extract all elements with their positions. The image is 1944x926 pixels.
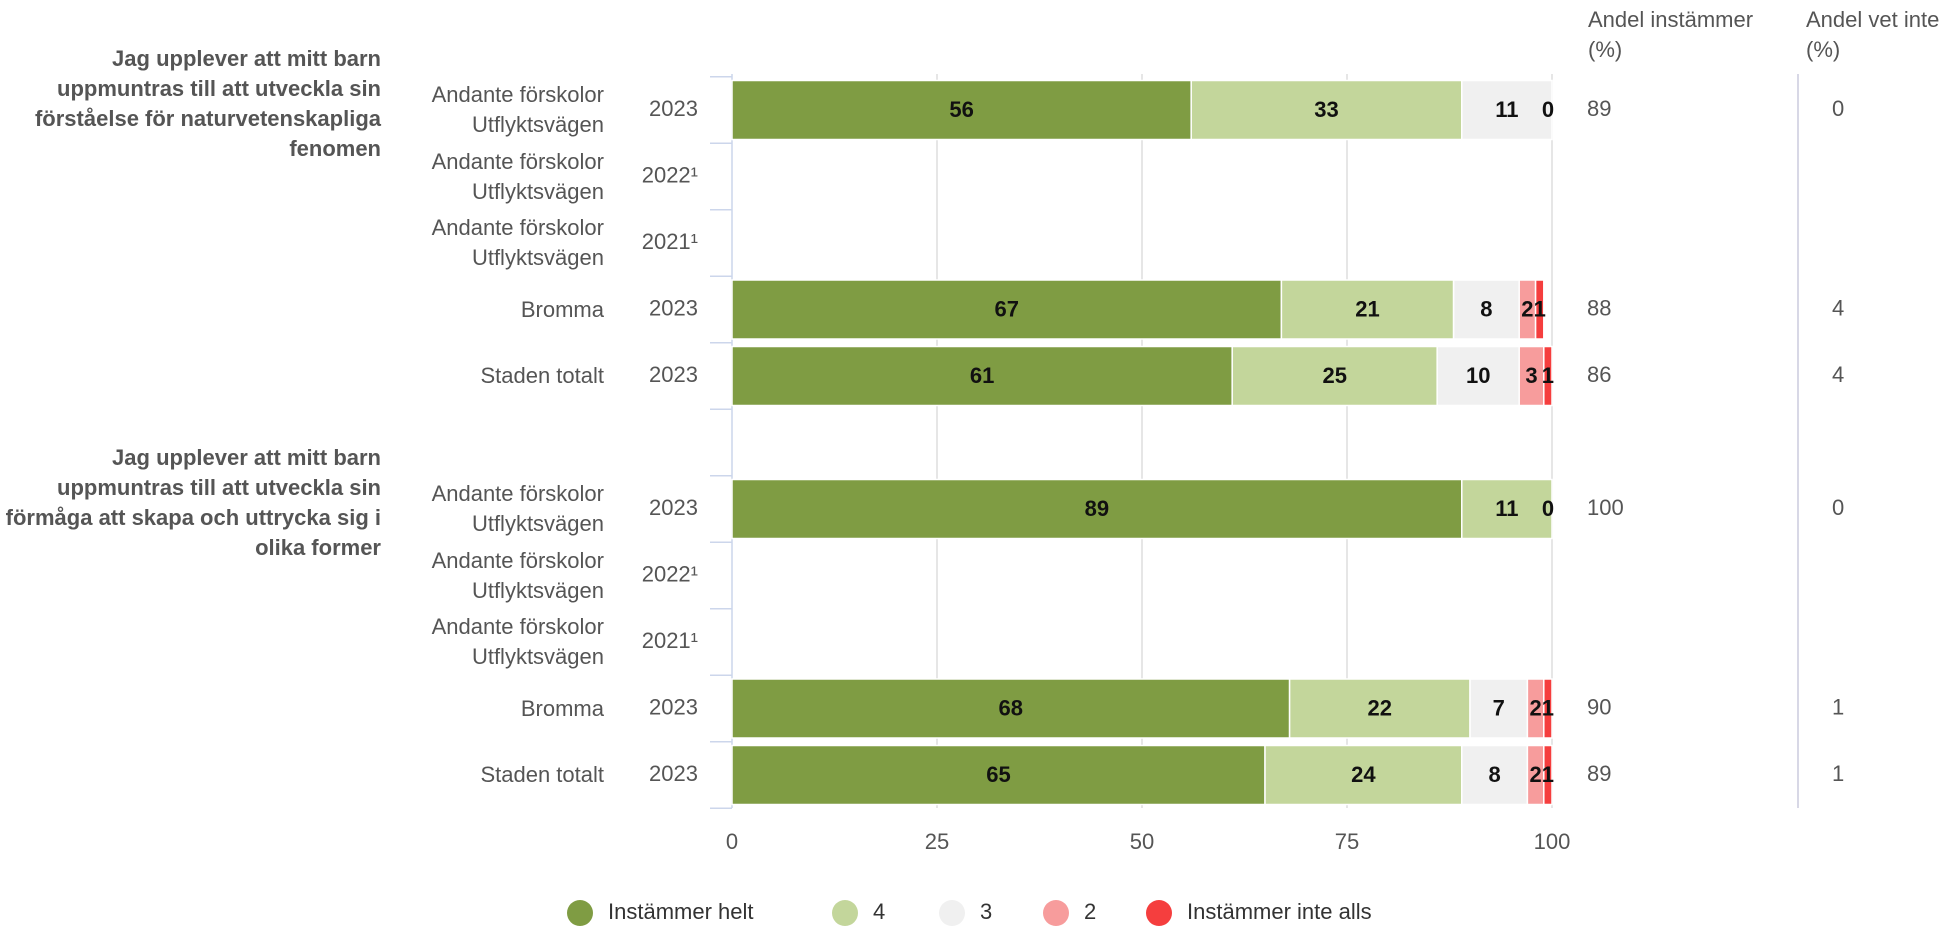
bar-segment <box>1264 744 1463 806</box>
row-name: Staden totalt <box>480 762 604 787</box>
row-year: 2021¹ <box>642 229 698 254</box>
legend-swatch <box>567 900 593 926</box>
bar-segment <box>731 79 1192 141</box>
bar-segment <box>731 279 1283 340</box>
bar-label: 2 <box>1529 695 1541 720</box>
row-name: Andante förskolor Utflyktsvägen <box>431 82 604 137</box>
column-value: 90 <box>1587 694 1611 719</box>
bar-label: 2 <box>1521 296 1533 321</box>
column-value: 100 <box>1587 495 1624 520</box>
row-year: 2023 <box>649 694 698 719</box>
legend-label: Instämmer inte alls <box>1187 899 1372 924</box>
bar-segment <box>1461 744 1529 806</box>
question: Jag upplever att mitt barn uppmuntras ti… <box>34 46 381 161</box>
bar-segment <box>731 478 1463 540</box>
column-header: Andel instämmer (%) <box>1588 7 1754 62</box>
row-year: 2023 <box>649 96 698 121</box>
legend-label: 3 <box>980 899 992 924</box>
bar-label: 65 <box>986 762 1010 787</box>
bar-segment <box>1461 79 1553 141</box>
x-tick-label: 75 <box>1335 829 1359 854</box>
legend-label: 2 <box>1084 899 1096 924</box>
row-year: 2023 <box>649 495 698 520</box>
column-value: 0 <box>1832 495 1844 520</box>
column-value: 86 <box>1587 362 1611 387</box>
row-year: 2022¹ <box>642 561 698 586</box>
bar-segment <box>1543 345 1553 407</box>
bar-label: 24 <box>1351 762 1376 787</box>
row-name: Andante förskolor Utflyktsvägen <box>431 148 604 204</box>
row-name: Staden totalt <box>480 363 604 388</box>
bar-label: 1 <box>1534 296 1546 321</box>
bar-label: 10 <box>1466 363 1490 388</box>
legend-swatch <box>1146 900 1172 926</box>
bar-segment <box>731 678 1291 739</box>
bar-label: 67 <box>994 296 1018 321</box>
column-value: 1 <box>1832 761 1844 786</box>
x-tick-label: 25 <box>925 829 949 854</box>
bar-segment <box>1543 678 1553 739</box>
bar-segment <box>1288 678 1471 739</box>
column-value: 0 <box>1832 96 1844 121</box>
row-name: Andante förskolor Utflyktsvägen <box>431 547 604 603</box>
column-value: 1 <box>1832 694 1844 719</box>
bar-segment <box>1543 744 1553 806</box>
bar-label: 61 <box>970 363 994 388</box>
bar-segment <box>1534 279 1545 340</box>
row-name: Andante förskolor Utflyktsvägen <box>431 481 604 536</box>
row-name: Bromma <box>520 296 604 322</box>
bar-segment <box>1190 79 1463 141</box>
bar-label: 0 <box>1542 97 1554 122</box>
bar-label: 21 <box>1355 296 1379 321</box>
bar-label: 8 <box>1488 762 1500 787</box>
bar-segment <box>1452 279 1520 340</box>
x-tick-label: 100 <box>1534 829 1571 854</box>
column-value: 88 <box>1587 295 1611 320</box>
bar-label: 25 <box>1322 363 1346 388</box>
bar-label: 11 <box>1495 97 1518 122</box>
bar-segment <box>1461 478 1553 540</box>
row-name: Andante förskolor Utflyktsvägen <box>431 614 604 669</box>
legend-label: 4 <box>873 899 885 924</box>
bar-label: 7 <box>1493 695 1505 720</box>
bar-segment <box>1518 345 1545 407</box>
legend-swatch <box>939 900 965 926</box>
column-value: 4 <box>1832 362 1844 387</box>
row-year: 2023 <box>649 295 698 320</box>
column-header: Andel vet inte (%) <box>1806 7 1940 62</box>
bar-label: 11 <box>1495 496 1518 521</box>
column-value: 4 <box>1832 295 1844 320</box>
bar-label: 1 <box>1542 363 1554 388</box>
row-year: 2021¹ <box>642 628 698 653</box>
column-value: 89 <box>1587 761 1611 786</box>
bar-label: 89 <box>1085 496 1109 521</box>
bar-label: 3 <box>1525 363 1537 388</box>
bar-segment <box>1280 279 1455 340</box>
bar-label: 56 <box>949 97 973 122</box>
bar-label: 1 <box>1542 695 1554 720</box>
bar-label: 0 <box>1542 496 1554 521</box>
bar-label: 1 <box>1542 762 1554 787</box>
x-tick-label: 50 <box>1130 829 1154 854</box>
legend-swatch <box>1043 900 1069 926</box>
bar-label: 33 <box>1314 97 1338 122</box>
row-year: 2023 <box>649 761 698 786</box>
x-tick-label: 0 <box>726 829 738 854</box>
bar-segment <box>731 744 1266 806</box>
question: Jag upplever att mitt barn uppmuntras ti… <box>5 445 381 560</box>
bar-label: 2 <box>1529 762 1541 787</box>
column-value: 89 <box>1587 96 1611 121</box>
legend-swatch <box>832 900 858 926</box>
legend-label: Instämmer helt <box>608 899 754 924</box>
row-year: 2023 <box>649 362 698 387</box>
row-name: Bromma <box>520 695 604 721</box>
bar-label: 68 <box>999 695 1023 720</box>
bar-label: 22 <box>1368 695 1392 720</box>
row-year: 2022¹ <box>642 162 698 187</box>
bar-label: 8 <box>1480 296 1492 321</box>
row-name: Andante förskolor Utflyktsvägen <box>431 215 604 270</box>
